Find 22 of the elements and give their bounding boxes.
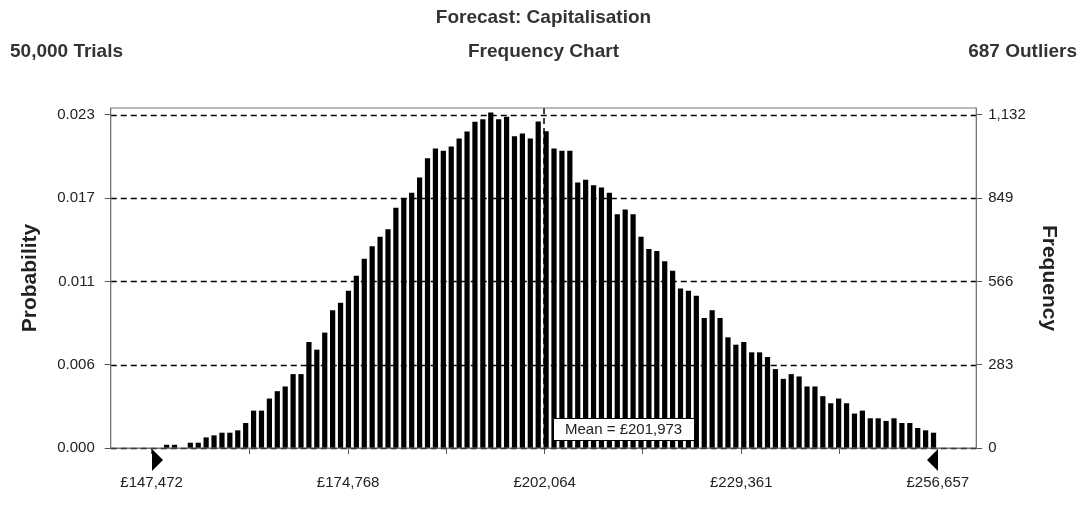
x-tick-label: £174,768 xyxy=(316,473,380,491)
y2-tick-label: 1,132 xyxy=(988,104,1026,122)
chart-subtitle: Frequency Chart xyxy=(468,40,619,61)
x-tick-label: £147,472 xyxy=(120,473,183,491)
x-tick-label: £202,064 xyxy=(513,473,576,491)
y2-tick-label: 566 xyxy=(988,271,1014,289)
y-tick-label: 0.023 xyxy=(57,104,95,122)
y-tick-label: 0.000 xyxy=(57,438,95,456)
ref-line-label: Mean = £201,973 xyxy=(565,420,683,438)
y2-tick-label: 283 xyxy=(988,354,1014,372)
chart-title: Forecast: Capitalisation xyxy=(434,6,653,28)
y2-tick-label: 849 xyxy=(988,188,1014,206)
y-tick-label: 0.006 xyxy=(57,354,95,372)
y2-axis-title: Frequency xyxy=(1038,224,1062,332)
text: 50,000 Trials xyxy=(10,40,124,62)
x-tick-label: £229,361 xyxy=(709,473,773,491)
text: 687 Outliers xyxy=(968,40,1077,62)
y2-tick-label: 0 xyxy=(988,438,997,456)
x-tick-label: £256,657 xyxy=(906,473,970,491)
y-tick-label: 0.011 xyxy=(58,271,95,289)
y-tick-label: 0.017 xyxy=(57,188,95,206)
y-axis-title: Probability xyxy=(17,223,41,333)
